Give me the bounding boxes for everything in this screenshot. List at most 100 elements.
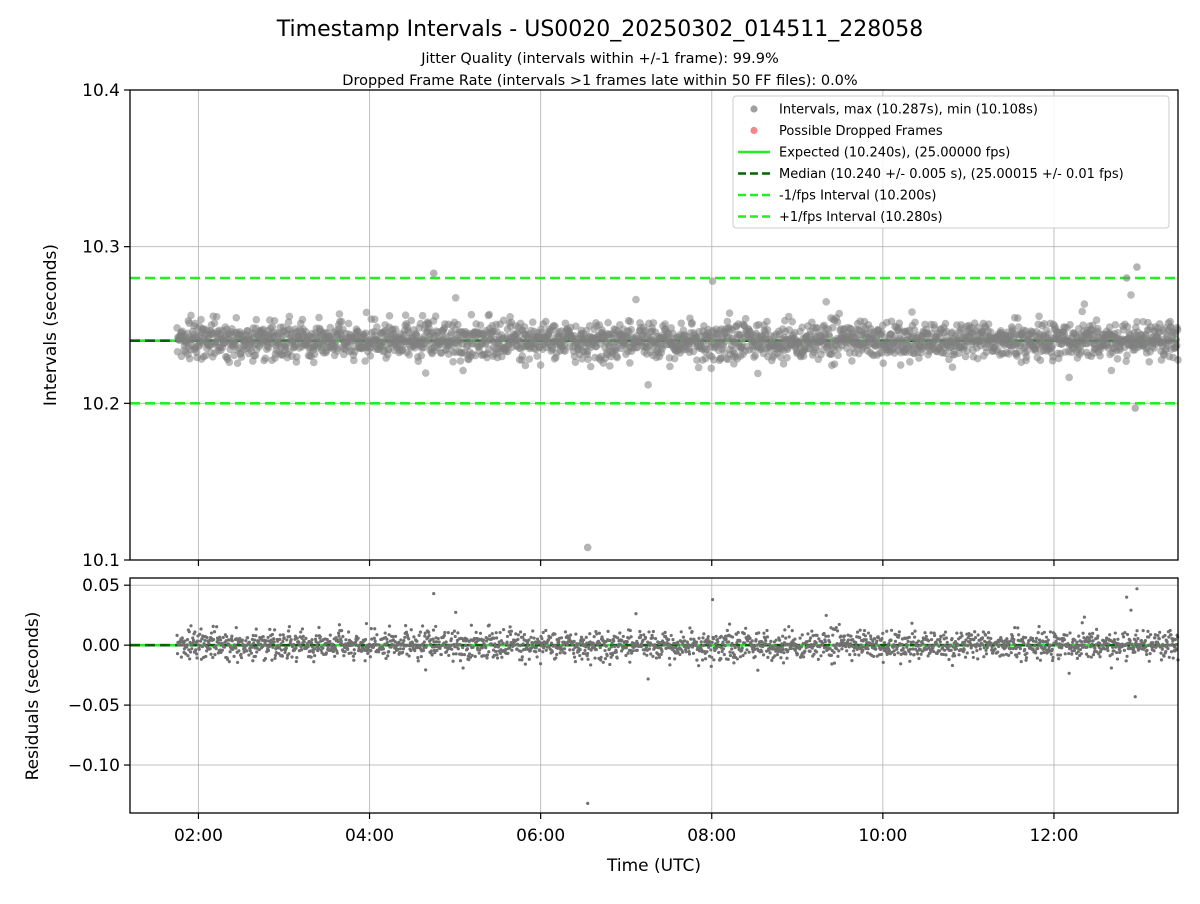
residual-point [817,637,821,641]
residual-point [563,630,568,634]
residual-point [520,655,524,659]
residual-point [266,635,270,640]
residual-point [575,642,579,646]
residual-point [615,656,619,660]
residual-point [751,650,755,654]
residual-point [481,638,486,642]
residual-point [1147,635,1151,639]
residual-point [180,636,184,640]
residual-point [913,629,917,633]
residual-point [199,657,204,661]
residual-point [531,629,535,633]
residual-point [299,645,303,649]
residual-point [544,648,548,652]
residual-point [1145,648,1149,652]
residual-point [1067,651,1071,656]
residual-point [356,636,360,640]
residual-point [1125,632,1130,637]
residual-point [663,630,667,634]
residual-point [1009,639,1013,643]
residual-point [697,636,701,640]
residual-point [598,645,602,650]
residual-point [309,641,314,645]
residual-point [980,636,985,640]
residual-point [339,639,343,643]
residual-point [254,634,258,638]
residual-point [199,627,203,631]
residual-point [972,638,976,642]
residual-point [452,629,456,633]
residual-point [781,647,785,652]
residual-point [821,641,825,645]
residual-point [389,645,393,649]
interval-point [384,345,393,353]
residual-point [921,642,925,646]
residual-point [477,651,481,655]
residual-point [195,639,200,643]
residual-point [493,642,497,646]
residual-point [373,627,377,631]
residual-point [679,630,683,634]
residual-point [351,654,355,658]
residual-point [175,633,179,637]
residual-point [489,642,494,646]
residual-point [1074,643,1078,647]
residual-point [567,636,571,640]
residual-point [427,634,431,638]
residual-point [944,653,948,657]
residual-point [247,653,251,657]
residual-point [1094,627,1099,631]
residual-point [396,647,400,652]
residual-point [912,635,917,639]
bottom-y-ticks: 0.050.00−0.05−0.10 [68,576,130,776]
residual-point [812,652,816,656]
interval-point [670,354,679,363]
residual-point [814,641,818,645]
residual-point [1049,652,1053,656]
residual-point [757,631,761,635]
residual-point [1068,631,1072,635]
residual-point [353,651,357,656]
residual-point [274,651,278,655]
residual-point [842,638,846,642]
residual-point [835,647,839,651]
residual-point [1167,635,1171,639]
interval-point [941,319,950,328]
residual-point [592,634,596,639]
interval-point [833,318,842,326]
residual-point [403,635,407,639]
interval-point [644,381,652,389]
residual-point [610,641,614,645]
residual-point [950,637,954,641]
residual-point [695,658,699,662]
residual-point [371,645,376,649]
residual-point [1030,636,1035,641]
interval-point [1023,347,1031,356]
residual-point [848,642,853,646]
interval-point [677,319,686,328]
residual-point [854,641,858,645]
residual-point [943,648,947,652]
residual-point [908,659,912,663]
residual-point [559,645,563,649]
interval-point [533,352,541,360]
residual-point [660,649,664,654]
residual-point [444,640,448,644]
residual-point [1079,643,1083,647]
residual-point [431,628,436,632]
y-tick-label: 0.05 [82,576,120,596]
residual-point [279,648,284,652]
residual-point [318,635,322,639]
interval-point [1078,307,1087,316]
interval-point [710,356,718,364]
residual-point [708,643,712,647]
interval-point [830,360,839,368]
residual-point [399,638,403,642]
residual-point [1078,648,1083,652]
residual-point [453,634,457,639]
residual-point [1003,643,1007,647]
residual-point [1153,633,1157,637]
residual-point [618,631,622,635]
residual-point [309,655,313,659]
